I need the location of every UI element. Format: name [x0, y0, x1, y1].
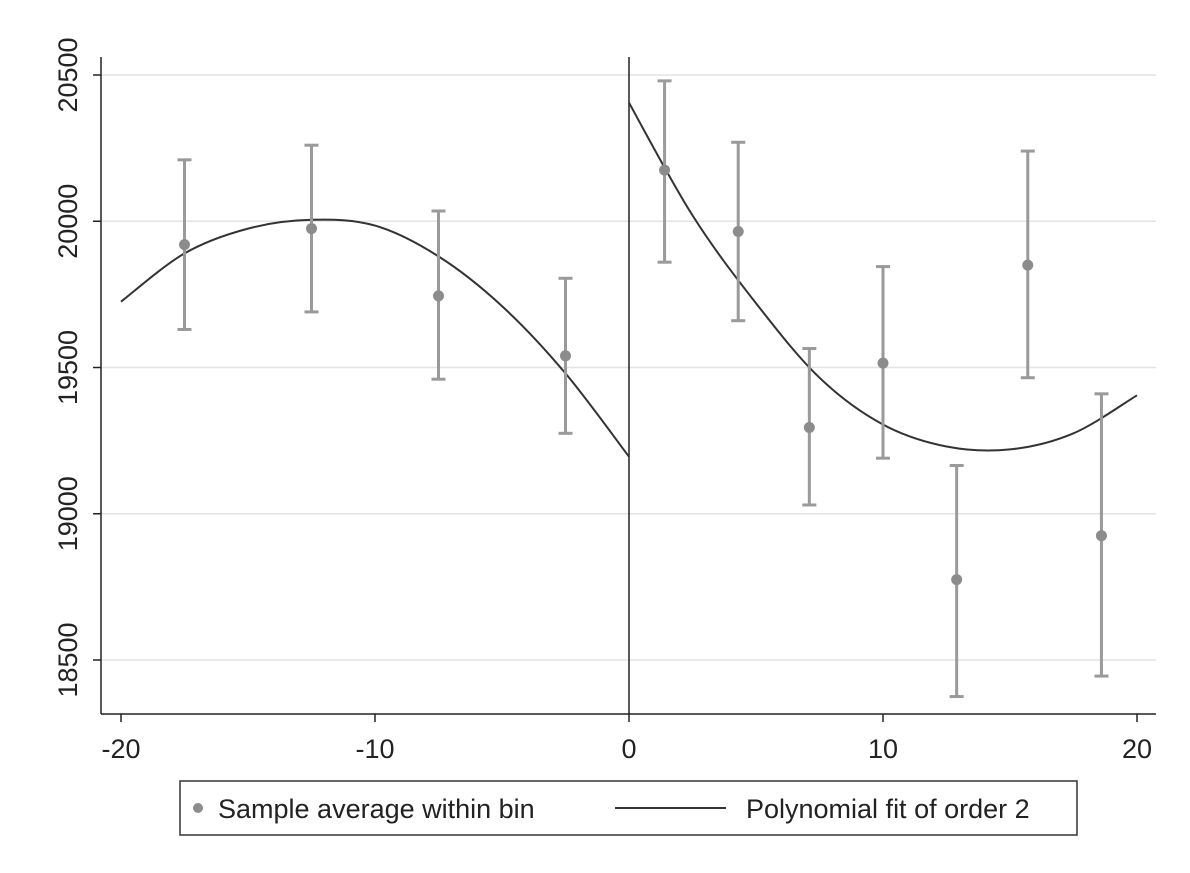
fit-line-segment-1 [628, 102, 1138, 452]
x-tick-label-0: -20 [101, 734, 140, 764]
bin-point-5 [731, 140, 746, 323]
point-marker-0 [179, 239, 190, 251]
bin-point-6 [802, 346, 817, 507]
fit-lines [120, 102, 1138, 458]
bin-point-8 [949, 463, 964, 699]
point-marker-2 [433, 290, 444, 302]
bin-point-7 [876, 265, 890, 460]
bin-point-10 [1094, 392, 1109, 678]
x-tick-label-4: 20 [1122, 734, 1152, 764]
bin-point-0 [177, 158, 192, 331]
y-tick-label-3: 20000 [53, 184, 83, 259]
point-marker-4 [659, 164, 671, 176]
legend: Sample average within bin Polynomial fit… [179, 780, 1078, 836]
bin-point-2 [431, 209, 446, 381]
x-tick-label-1: -10 [355, 734, 394, 764]
point-marker-3 [560, 350, 571, 362]
point-marker-8 [951, 574, 963, 586]
axes: 18500 19000 19500 20000 20500 -20 -10 0 10 20 [53, 37, 1156, 764]
fit-line-segment-0 [120, 218, 630, 458]
data-points [177, 79, 1109, 699]
point-marker-10 [1095, 530, 1107, 542]
legend-label-fit: Polynomial fit of order 2 [746, 794, 1030, 824]
y-tick-label-1: 19000 [53, 476, 83, 551]
legend-marker-points [193, 803, 203, 813]
point-marker-9 [1022, 259, 1034, 271]
point-marker-6 [803, 421, 815, 433]
bin-point-4 [657, 79, 672, 264]
y-tick-label-0: 18500 [53, 622, 83, 697]
bin-point-1 [304, 143, 319, 314]
point-marker-5 [732, 225, 744, 237]
y-tick-label-2: 19500 [53, 330, 83, 405]
legend-label-points: Sample average within bin [218, 794, 535, 824]
y-tick-label-4: 20500 [53, 37, 83, 112]
bin-point-3 [558, 276, 573, 435]
x-tick-label-2: 0 [621, 734, 636, 764]
bin-point-9 [1020, 149, 1035, 380]
point-marker-7 [877, 357, 889, 369]
x-tick-label-3: 10 [868, 734, 898, 764]
point-marker-1 [306, 223, 317, 235]
